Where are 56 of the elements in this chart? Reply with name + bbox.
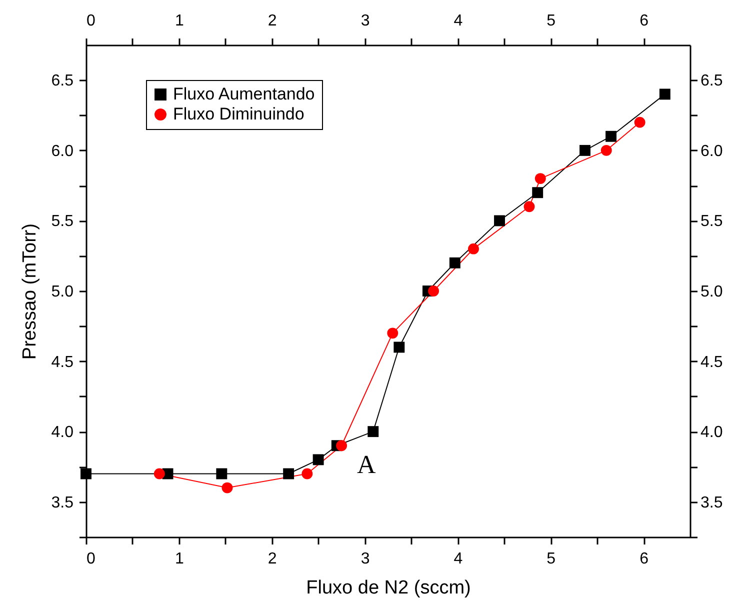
point — [534, 173, 546, 184]
point — [312, 454, 324, 466]
point — [302, 468, 313, 480]
y-tick-label: 6.0 — [51, 142, 74, 160]
legend-label: Fluxo Diminuindo — [173, 104, 304, 124]
x2-tick-label: 1 — [174, 12, 184, 30]
point — [336, 440, 348, 452]
point — [216, 468, 228, 480]
x-axis-title: Fluxo de N2 (sccm) — [306, 578, 471, 598]
point — [449, 257, 460, 268]
point — [659, 88, 670, 100]
point — [524, 201, 535, 212]
y-tick-label: 5.5 — [51, 213, 74, 230]
y-tick-label: 4.5 — [51, 354, 74, 371]
x2-tick-label: 5 — [546, 12, 556, 30]
point — [600, 144, 612, 156]
point — [368, 426, 379, 438]
x-tick-label: 4 — [454, 550, 463, 568]
x2-tick-label: 2 — [268, 12, 277, 30]
x-tick-label: 3 — [360, 550, 370, 568]
y-axis-title: Pressao (mTorr) — [19, 223, 40, 360]
y2-tick-label: 4.5 — [700, 354, 723, 371]
point — [580, 144, 590, 156]
y-tick-label: 3.5 — [51, 494, 74, 512]
point — [394, 342, 405, 353]
point — [494, 215, 505, 226]
point — [387, 328, 398, 339]
point — [532, 187, 544, 198]
y2-tick-label: 5.0 — [700, 284, 723, 300]
x-tick-label: 0 — [86, 550, 96, 568]
x-tick-label: 2 — [268, 550, 277, 568]
annotation: A — [357, 450, 376, 479]
y2-tick-label: 5.5 — [700, 213, 723, 230]
x2-tick-label: 4 — [454, 12, 463, 30]
x-tick-label: 1 — [174, 550, 184, 568]
x-tick-label: 6 — [640, 550, 649, 568]
point — [606, 130, 616, 142]
point — [222, 482, 233, 494]
x2-tick-label: 6 — [640, 12, 649, 30]
y-tick-label: 5.0 — [51, 284, 74, 300]
x2-tick-label: 0 — [86, 12, 96, 30]
point — [283, 468, 294, 480]
y2-tick-label: 3.5 — [700, 494, 723, 512]
point — [154, 468, 165, 480]
y2-tick-label: 6.5 — [700, 72, 723, 90]
point — [80, 468, 92, 480]
y-tick-label: 4.0 — [51, 424, 74, 442]
legend-label: Fluxo Aumentando — [173, 84, 315, 104]
y2-tick-label: 4.0 — [700, 424, 723, 442]
point — [428, 286, 440, 296]
x2-tick-label: 3 — [360, 12, 370, 30]
y2-tick-label: 6.0 — [700, 142, 723, 160]
point — [634, 116, 646, 128]
y-tick-label: 6.5 — [51, 72, 74, 90]
point — [468, 243, 479, 254]
x-tick-label: 5 — [546, 550, 556, 568]
